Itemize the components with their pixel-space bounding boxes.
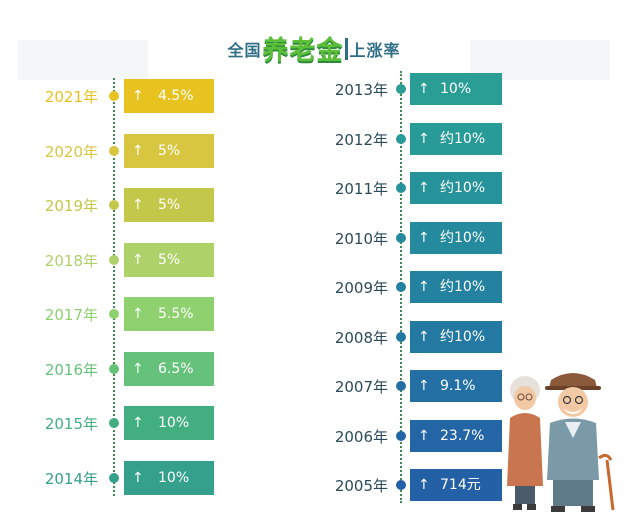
left-timeline-dot xyxy=(109,200,119,210)
left-bar: ↑ 6.5% xyxy=(124,351,214,386)
right-timeline-dot xyxy=(396,430,406,441)
right-timeline-dot xyxy=(396,331,406,342)
left-timeline-dot xyxy=(109,91,119,101)
left-timeline-dot xyxy=(109,309,119,319)
right-bar-value: 10% xyxy=(440,81,472,97)
up-arrow-icon: ↑ xyxy=(418,180,430,196)
right-timeline-dot xyxy=(396,282,406,292)
left-bar-value: 5% xyxy=(158,197,181,213)
grandmother-figure xyxy=(507,376,543,510)
left-timeline-dot xyxy=(109,418,119,428)
right-timeline-dot xyxy=(396,84,406,94)
left-bar: ↑ 5% xyxy=(124,242,214,277)
right-timeline-dot xyxy=(396,183,406,193)
title-arrow-mark xyxy=(344,38,348,60)
up-arrow-icon: ↑ xyxy=(418,229,430,246)
right-bar-value: 约10% xyxy=(440,229,486,246)
right-bar-value: 约10% xyxy=(440,328,486,345)
left-bar-value: 5.5% xyxy=(158,306,194,322)
title-prefix: 全国 xyxy=(227,41,262,60)
right-year-label: 2010年 xyxy=(334,229,388,248)
left-year-label: 2015年 xyxy=(44,415,98,433)
right-timeline-dot xyxy=(396,480,406,490)
left-bar-value: 5% xyxy=(158,251,181,268)
title-highlight: 养老金 xyxy=(262,36,344,66)
left-year-label: 2020年 xyxy=(44,142,98,161)
up-arrow-icon: ↑ xyxy=(132,469,144,486)
up-arrow-icon: ↑ xyxy=(418,378,430,394)
right-bar: ↑ 23.7% xyxy=(410,419,502,452)
right-bar-value: 约10% xyxy=(440,279,486,295)
up-arrow-icon: ↑ xyxy=(132,306,144,322)
right-bar-value: 约10% xyxy=(440,180,486,196)
left-year-label: 2016年 xyxy=(44,360,98,379)
left-year-label: 2018年 xyxy=(44,251,98,270)
right-bar: ↑ 约10% xyxy=(410,221,502,254)
up-arrow-icon: ↑ xyxy=(132,251,144,268)
elderly-couple-illustration xyxy=(507,373,615,512)
left-bar-value: 10% xyxy=(158,469,190,486)
up-arrow-icon: ↑ xyxy=(132,197,144,213)
left-bar-value: 6.5% xyxy=(158,360,194,377)
left-timeline-dot xyxy=(109,363,119,374)
up-arrow-icon: ↑ xyxy=(132,88,144,104)
right-bar: ↑ 9.1% xyxy=(410,370,502,402)
up-arrow-icon: ↑ xyxy=(132,142,144,159)
up-arrow-icon: ↑ xyxy=(418,279,430,295)
left-year-label: 2014年 xyxy=(44,469,98,488)
left-bar-value: 10% xyxy=(158,415,190,431)
grandfather-figure xyxy=(545,373,615,512)
left-bar: ↑ 5% xyxy=(124,188,214,222)
left-bar: ↑ 5% xyxy=(124,133,214,168)
right-timeline-dot xyxy=(396,381,406,391)
right-year-label: 2007年 xyxy=(334,378,388,396)
right-year-label: 2008年 xyxy=(334,328,388,347)
right-year-label: 2011年 xyxy=(334,180,388,198)
right-timeline-dot xyxy=(396,133,406,144)
title-suffix: 上涨率 xyxy=(349,41,401,60)
right-bar: ↑ 714元 xyxy=(410,469,502,501)
right-bar: ↑ 10% xyxy=(410,73,502,105)
up-arrow-icon: ↑ xyxy=(132,415,144,431)
right-bar-value: 约10% xyxy=(440,130,486,147)
chart-title: 全国养老金 上涨率 xyxy=(0,30,628,67)
up-arrow-icon: ↑ xyxy=(418,427,430,444)
left-year-label: 2017年 xyxy=(44,306,98,324)
right-bar: ↑ 约10% xyxy=(410,271,502,303)
up-arrow-icon: ↑ xyxy=(418,81,430,97)
right-year-label: 2009年 xyxy=(334,279,388,297)
left-year-label: 2019年 xyxy=(44,197,98,215)
right-bar-value: 9.1% xyxy=(440,378,476,394)
right-bar: ↑ 约10% xyxy=(410,320,502,353)
right-timeline-dot xyxy=(396,232,406,243)
up-arrow-icon: ↑ xyxy=(418,477,430,493)
left-bar: ↑ 4.5% xyxy=(124,79,214,113)
left-timeline-dot xyxy=(109,472,119,483)
left-bar: ↑ 10% xyxy=(124,406,214,440)
left-bar-value: 4.5% xyxy=(158,88,194,104)
up-arrow-icon: ↑ xyxy=(132,360,144,377)
left-timeline-line xyxy=(113,78,115,496)
right-year-label: 2006年 xyxy=(334,427,388,446)
right-year-label: 2013年 xyxy=(334,81,388,99)
left-bar: ↑ 10% xyxy=(124,460,214,495)
right-bar: ↑ 约10% xyxy=(410,122,502,155)
left-timeline-dot xyxy=(109,145,119,156)
background-panel-left xyxy=(18,40,148,80)
left-bar: ↑ 5.5% xyxy=(124,297,214,331)
right-bar: ↑ 约10% xyxy=(410,172,502,204)
up-arrow-icon: ↑ xyxy=(418,130,430,147)
right-year-label: 2005年 xyxy=(334,477,388,495)
left-bar-value: 5% xyxy=(158,142,181,159)
right-bar-value: 23.7% xyxy=(440,427,485,444)
right-year-label: 2012年 xyxy=(334,130,388,149)
right-bar-value: 714元 xyxy=(440,477,481,493)
up-arrow-icon: ↑ xyxy=(418,328,430,345)
left-year-label: 2021年 xyxy=(44,88,98,106)
left-timeline-dot xyxy=(109,254,119,265)
